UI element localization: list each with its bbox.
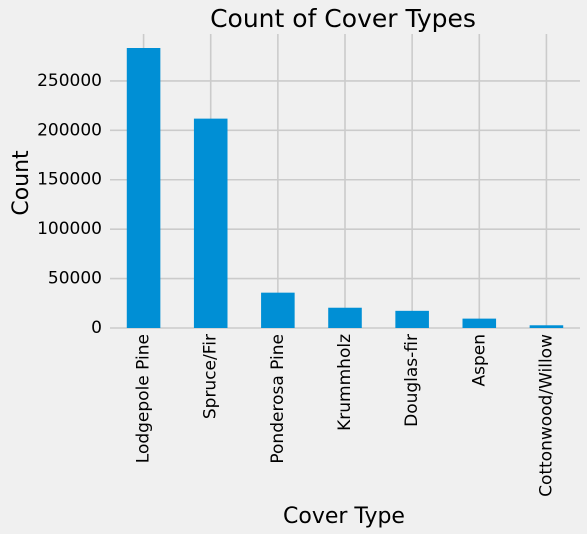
x-axis-title: Cover Type (283, 504, 405, 529)
y-axis-title: Count (9, 150, 34, 216)
y-tick-label: 250000 (37, 71, 102, 91)
x-tick-label: Aspen (469, 334, 489, 387)
x-tick-label: Spruce/Fir (201, 334, 221, 419)
x-tick-label: Cottonwood/Willow (536, 334, 556, 497)
y-tick-label: 50000 (48, 269, 102, 289)
bar (529, 325, 564, 328)
bar (126, 47, 161, 329)
chart-title: Count of Cover Types (210, 4, 476, 33)
bar (193, 118, 228, 329)
x-tick-label: Ponderosa Pine (268, 334, 288, 464)
bar (328, 307, 362, 328)
x-axis-ticks: Lodgepole Pine Spruce/Fir Ponderosa Pine Kr… (134, 334, 557, 497)
x-tick-label: Krummholz (335, 334, 355, 431)
y-tick-label: 200000 (37, 120, 102, 140)
bars (126, 47, 564, 329)
x-tick-label: Douglas-fir (402, 334, 422, 427)
y-axis-ticks: 0 50000 100000 150000 200000 250000 (37, 71, 102, 338)
y-tick-label: 100000 (37, 219, 102, 239)
bar (395, 310, 429, 328)
y-tick-label: 0 (91, 318, 102, 338)
y-tick-label: 150000 (37, 170, 102, 190)
bar (261, 292, 295, 328)
x-tick-label: Lodgepole Pine (134, 334, 154, 463)
grid-lines (110, 34, 580, 329)
bar (462, 318, 497, 328)
